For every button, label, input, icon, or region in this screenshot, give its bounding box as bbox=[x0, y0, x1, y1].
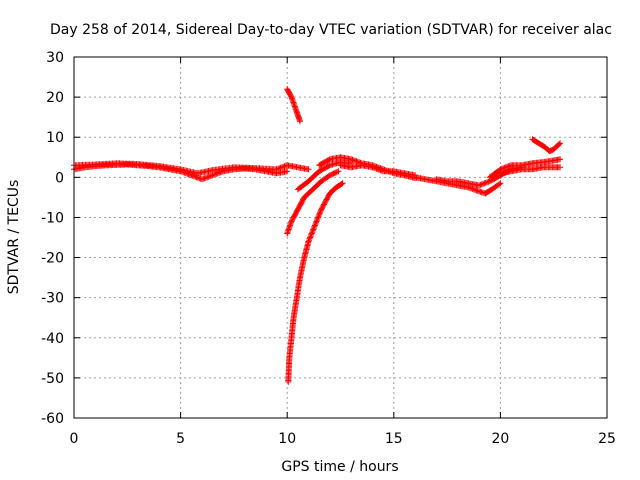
y-tick-label: 20 bbox=[46, 90, 64, 106]
y-tick-labels: 30 20 10 0 -10 -20 -30 -40 -50 -60 bbox=[41, 50, 64, 427]
series-markers bbox=[497, 164, 564, 177]
y-tick-label: -10 bbox=[41, 210, 64, 226]
series-arc-late-hook bbox=[529, 136, 564, 155]
series-arc-dive-mid bbox=[284, 168, 342, 237]
series-arc-dive-deep bbox=[285, 180, 346, 385]
y-tick-label: 10 bbox=[46, 130, 64, 146]
y-tick-label: -40 bbox=[41, 331, 64, 347]
y-tick-label: -60 bbox=[41, 411, 64, 427]
y-tick-label: -30 bbox=[41, 291, 64, 307]
series-arc-late-b bbox=[497, 164, 564, 177]
series-markers bbox=[529, 136, 564, 155]
y-tick-label: 0 bbox=[55, 170, 64, 186]
x-axis-label: GPS time / hours bbox=[281, 459, 398, 475]
series-arc-high bbox=[284, 86, 303, 125]
x-tick-label: 20 bbox=[491, 431, 509, 447]
x-tick-label: 5 bbox=[176, 431, 185, 447]
y-axis-label: SDTVAR / TECUs bbox=[6, 180, 22, 295]
series-arc-late-a bbox=[486, 156, 564, 181]
series-markers bbox=[284, 86, 303, 125]
data-marks bbox=[71, 86, 564, 385]
series-markers bbox=[337, 162, 419, 179]
y-tick-label: -20 bbox=[41, 251, 64, 267]
series-markers bbox=[486, 156, 564, 181]
series-arc-rise bbox=[294, 159, 355, 193]
y-tick-label: -50 bbox=[41, 371, 64, 387]
chart-title: Day 258 of 2014, Sidereal Day-to-day VTE… bbox=[50, 22, 612, 38]
plot-frame bbox=[73, 56, 608, 419]
grid bbox=[74, 57, 607, 418]
x-tick-label: 10 bbox=[278, 431, 296, 447]
y-tick-label: 30 bbox=[46, 50, 64, 66]
x-tick-label: 15 bbox=[385, 431, 403, 447]
x-tick-label: 25 bbox=[598, 431, 616, 447]
series-arc-midday-b bbox=[337, 162, 419, 179]
series-markers bbox=[285, 180, 346, 385]
series-markers bbox=[284, 168, 342, 237]
series-markers bbox=[294, 159, 355, 193]
x-tick-label: 0 bbox=[70, 431, 79, 447]
x-tick-labels: 0 5 10 15 20 25 bbox=[70, 431, 616, 447]
